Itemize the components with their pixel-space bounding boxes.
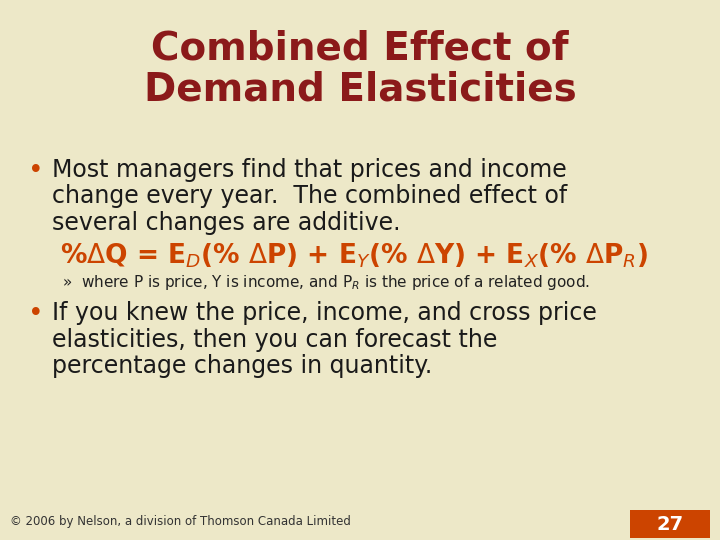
Text: Most managers find that prices and income: Most managers find that prices and incom… bbox=[52, 158, 567, 182]
FancyBboxPatch shape bbox=[630, 510, 710, 538]
Text: elasticities, then you can forecast the: elasticities, then you can forecast the bbox=[52, 327, 498, 352]
Text: Combined Effect of: Combined Effect of bbox=[151, 30, 569, 68]
Text: © 2006 by Nelson, a division of Thomson Canada Limited: © 2006 by Nelson, a division of Thomson … bbox=[10, 515, 351, 528]
Text: •: • bbox=[28, 158, 44, 184]
Text: several changes are additive.: several changes are additive. bbox=[52, 211, 400, 235]
Text: 27: 27 bbox=[657, 515, 683, 534]
Text: »  where P is price, Y is income, and P$_R$ is the price of a related good.: » where P is price, Y is income, and P$_… bbox=[62, 273, 590, 292]
Text: %$\Delta$Q = E$_D$(% $\Delta$P) + E$_Y$(% $\Delta$Y) + E$_X$(% $\Delta$P$_R$): %$\Delta$Q = E$_D$(% $\Delta$P) + E$_Y$(… bbox=[60, 241, 648, 269]
Text: change every year.  The combined effect of: change every year. The combined effect o… bbox=[52, 184, 567, 208]
Text: If you knew the price, income, and cross price: If you knew the price, income, and cross… bbox=[52, 301, 597, 325]
Text: Demand Elasticities: Demand Elasticities bbox=[143, 71, 577, 109]
Text: percentage changes in quantity.: percentage changes in quantity. bbox=[52, 354, 432, 378]
Text: •: • bbox=[28, 301, 44, 327]
